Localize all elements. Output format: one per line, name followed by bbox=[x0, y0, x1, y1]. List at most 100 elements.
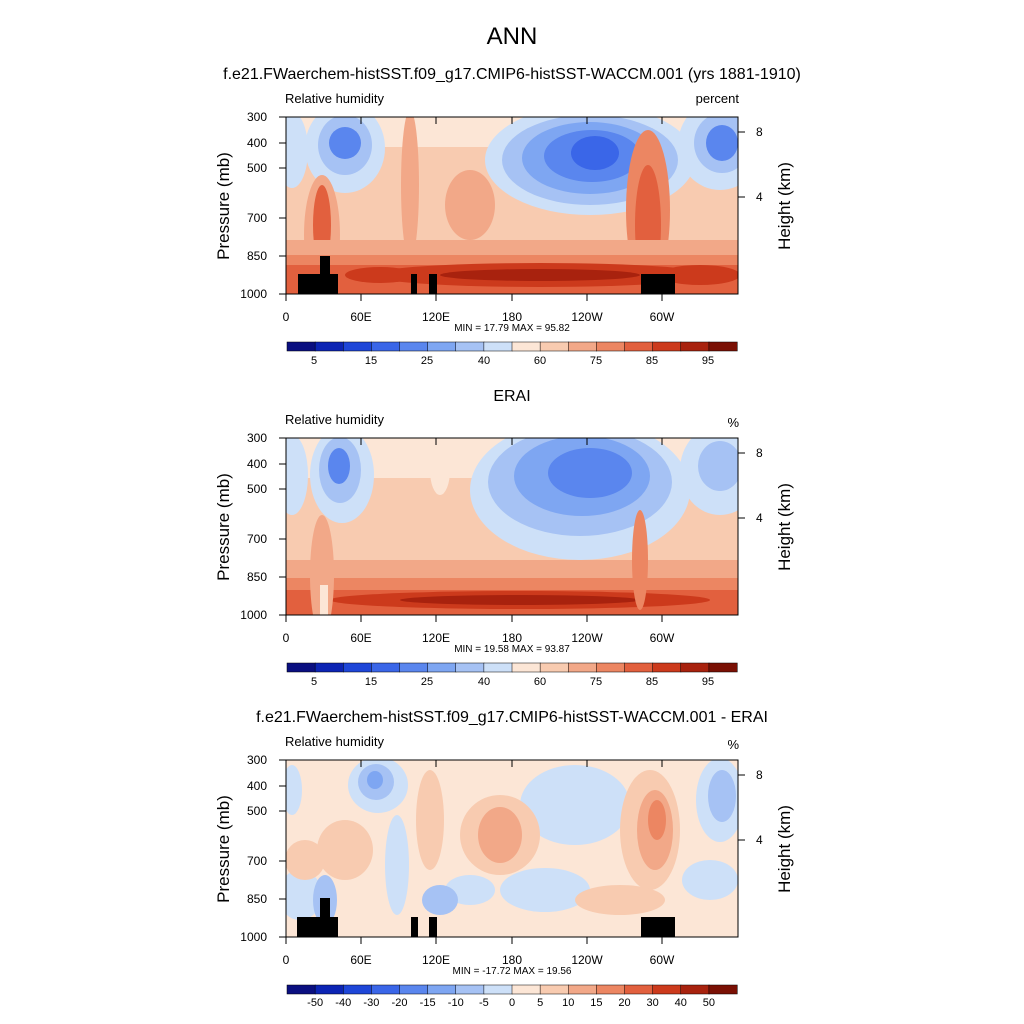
y-tick-label: 500 bbox=[247, 804, 267, 818]
colorbar-swatch bbox=[680, 662, 710, 673]
y-tick-label: 850 bbox=[247, 570, 267, 584]
colorbar-swatch bbox=[708, 662, 738, 673]
top-ticks bbox=[285, 117, 663, 124]
colorbar-swatch bbox=[511, 662, 541, 673]
colorbar-label: 5 bbox=[311, 676, 317, 688]
colorbar-swatch bbox=[371, 984, 401, 995]
colorbar-swatch bbox=[511, 984, 541, 995]
top-ticks bbox=[285, 760, 663, 767]
colorbar-swatch bbox=[343, 341, 372, 352]
colorbar-swatch bbox=[286, 341, 316, 352]
min-max-stats: MIN = 17.79 MAX = 95.82 bbox=[454, 323, 570, 334]
x-tick-label: 120W bbox=[571, 953, 603, 967]
colorbar-swatch bbox=[624, 984, 654, 995]
y-tick-label: 300 bbox=[247, 431, 267, 445]
colorbar-swatch bbox=[343, 984, 372, 995]
left-label: Relative humidity bbox=[285, 412, 384, 427]
colorbar-label: 20 bbox=[618, 997, 630, 1009]
contour-field bbox=[286, 760, 738, 937]
colorbar-label: 15 bbox=[365, 676, 377, 688]
colorbar-swatch bbox=[596, 341, 626, 352]
panel-difference: f.e21.FWaerchem-histSST.f09_g17.CMIP6-hi… bbox=[214, 709, 794, 1009]
colorbar-label: 75 bbox=[590, 355, 602, 367]
contour-field bbox=[286, 117, 738, 294]
colorbar-swatch bbox=[455, 662, 485, 673]
y-axis-right-title: Height (km) bbox=[775, 805, 794, 893]
min-max-stats: MIN = 19.58 MAX = 93.87 bbox=[454, 644, 570, 655]
y-right-tick-label: 4 bbox=[756, 833, 763, 847]
x-tick-label: 120E bbox=[422, 631, 450, 645]
colorbar-swatch bbox=[652, 984, 682, 995]
colorbar-label: 95 bbox=[702, 676, 714, 688]
units-label: percent bbox=[696, 91, 740, 106]
top-ticks bbox=[285, 438, 663, 445]
colorbar-swatch bbox=[539, 984, 569, 995]
units-label: % bbox=[727, 737, 739, 752]
colorbar-label: 10 bbox=[562, 997, 574, 1009]
x-tick-label: 60E bbox=[350, 631, 371, 645]
colorbar-swatch bbox=[399, 984, 429, 995]
colorbar: 5 15 25 40 60 75 85 95 bbox=[286, 341, 738, 367]
colorbar-swatch bbox=[568, 984, 597, 995]
x-tick-label: 180 bbox=[502, 953, 522, 967]
colorbar-swatch bbox=[314, 984, 344, 995]
y-axis-ticks: 300 400 500 700 850 1000 bbox=[240, 753, 286, 944]
x-tick-label: 60W bbox=[650, 631, 675, 645]
y-right-tick-label: 8 bbox=[756, 446, 763, 460]
y-tick-label: 700 bbox=[247, 211, 267, 225]
colorbar-swatch bbox=[568, 662, 597, 673]
y-tick-label: 850 bbox=[247, 892, 267, 906]
x-tick-label: 180 bbox=[502, 631, 522, 645]
colorbar-swatch bbox=[314, 341, 344, 352]
colorbar-label: 40 bbox=[478, 355, 490, 367]
x-axis-ticks: 0 60E 120E 180 120W 60W bbox=[283, 294, 675, 324]
y-tick-label: 1000 bbox=[240, 608, 267, 622]
y-tick-label: 1000 bbox=[240, 287, 267, 301]
colorbar-label: 60 bbox=[534, 676, 546, 688]
y-tick-label: 700 bbox=[247, 854, 267, 868]
colorbar-swatch bbox=[539, 341, 569, 352]
colorbar-swatch bbox=[680, 341, 710, 352]
y-tick-label: 400 bbox=[247, 779, 267, 793]
y-axis-right-title: Height (km) bbox=[775, 162, 794, 250]
colorbar-label: 40 bbox=[675, 997, 687, 1009]
colorbar-swatch bbox=[539, 662, 569, 673]
y-tick-label: 1000 bbox=[240, 930, 267, 944]
colorbar-label: 5 bbox=[537, 997, 543, 1009]
colorbar-label: -10 bbox=[448, 997, 464, 1009]
colorbar-swatch bbox=[483, 984, 513, 995]
y-right-tick-label: 4 bbox=[756, 190, 763, 204]
colorbar-label: 50 bbox=[703, 997, 715, 1009]
colorbar-swatch bbox=[483, 662, 513, 673]
x-tick-label: 0 bbox=[283, 953, 290, 967]
min-max-stats: MIN = -17.72 MAX = 19.56 bbox=[453, 966, 572, 977]
colorbar-swatch bbox=[483, 341, 513, 352]
y-axis-ticks: 300 400 500 700 850 1000 bbox=[240, 110, 286, 301]
colorbar-label: 25 bbox=[421, 355, 433, 367]
y-tick-label: 700 bbox=[247, 532, 267, 546]
y-right-tick-label: 8 bbox=[756, 125, 763, 139]
y-right-tick-label: 8 bbox=[756, 768, 763, 782]
y-tick-label: 500 bbox=[247, 161, 267, 175]
panel-title: ERAI bbox=[493, 388, 530, 405]
colorbar-label: 40 bbox=[478, 676, 490, 688]
colorbar-label: -50 bbox=[307, 997, 323, 1009]
y-tick-label: 300 bbox=[247, 110, 267, 124]
colorbar-label: -20 bbox=[392, 997, 408, 1009]
colorbar-label: 0 bbox=[509, 997, 515, 1009]
colorbar-label: -15 bbox=[420, 997, 436, 1009]
colorbar-swatch bbox=[427, 341, 457, 352]
colorbar-label: 30 bbox=[647, 997, 659, 1009]
x-tick-label: 180 bbox=[502, 310, 522, 324]
colorbar-swatch bbox=[455, 341, 485, 352]
colorbar-label: 15 bbox=[365, 355, 377, 367]
x-tick-label: 120W bbox=[571, 631, 603, 645]
y-tick-label: 850 bbox=[247, 249, 267, 263]
colorbar-swatch bbox=[286, 984, 316, 995]
colorbar-swatch bbox=[455, 984, 485, 995]
y-axis-right-title: Height (km) bbox=[775, 483, 794, 571]
colorbar-swatch bbox=[371, 341, 401, 352]
colorbar-label: 75 bbox=[590, 676, 602, 688]
colorbar-swatch bbox=[568, 341, 597, 352]
